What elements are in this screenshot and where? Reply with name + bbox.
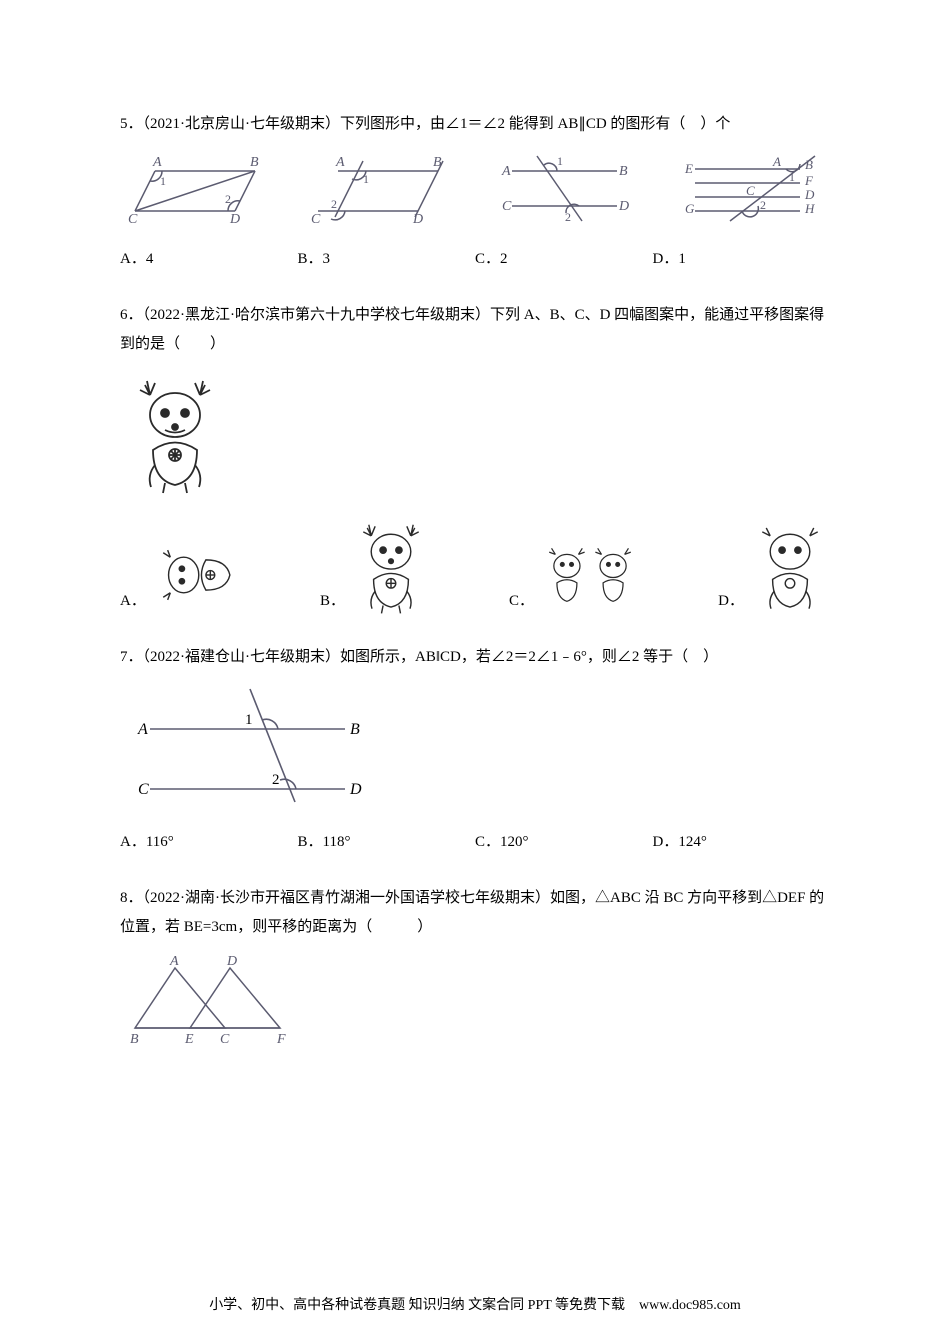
q6-choice-a-label: A． <box>120 587 146 616</box>
label-C: C <box>502 199 512 214</box>
q6-text: 6．（2022·黑龙江·哈尔滨市第六十九中学校七年级期末）下列 A、B、C、D … <box>120 301 830 358</box>
label-C: C <box>220 1032 230 1047</box>
q6-choice-b: B． <box>320 520 431 615</box>
label-B: B <box>350 721 360 738</box>
label-A: A <box>772 154 781 169</box>
q5-choice-c: C．2 <box>475 245 653 274</box>
label-A: A <box>137 721 148 738</box>
label-C: C <box>746 183 755 198</box>
q5-fig4: E A B F C D G H 1 2 <box>670 151 830 231</box>
label-C: C <box>311 212 321 227</box>
page-footer: 小学、初中、高中各种试卷真题 知识归纳 文案合同 PPT 等免费下载 www.d… <box>0 1294 950 1314</box>
q5-fig3: A B C D 1 2 <box>487 151 637 231</box>
q6-choice-d: D． <box>718 520 830 615</box>
q5-fig1: A B C D 1 2 <box>120 151 270 231</box>
label-E: E <box>684 161 693 176</box>
label-C: C <box>138 781 149 798</box>
q5-choice-a: A．4 <box>120 245 298 274</box>
label-E: E <box>184 1032 194 1047</box>
q5-fig2: A B C D 1 2 <box>303 151 453 231</box>
q7-choice-a: A．116° <box>120 828 298 857</box>
q7-text: 7．（2022·福建仓山·七年级期末）如图所示，AB‖CD，若∠2＝2∠1﹣6°… <box>120 643 830 672</box>
label-A: A <box>501 164 511 179</box>
label-A: A <box>335 155 345 170</box>
q7-choice-c: C．120° <box>475 828 653 857</box>
label-B: B <box>130 1032 139 1047</box>
label-A: A <box>152 155 162 170</box>
q6-choice-b-label: B． <box>320 587 345 616</box>
q7-choice-b: B．118° <box>298 828 476 857</box>
label-2: 2 <box>760 198 766 212</box>
q5-figures: A B C D 1 2 <box>120 151 830 231</box>
label-G: G <box>685 201 695 216</box>
label-F: F <box>276 1032 286 1047</box>
q6-choice-a: A． <box>120 535 242 615</box>
label-2: 2 <box>225 192 231 206</box>
label-D: D <box>412 212 423 227</box>
q5-choice-d: D．1 <box>653 245 831 274</box>
q8-text: 8．（2022·湖南·长沙市开福区青竹湖湘一外国语学校七年级期末）如图，△ABC… <box>120 884 830 941</box>
q6-choice-d-label: D． <box>718 587 744 616</box>
label-B: B <box>805 157 813 172</box>
q5-choice-b: B．3 <box>298 245 476 274</box>
q6-choice-c-label: C． <box>509 587 534 616</box>
label-C: C <box>128 212 138 227</box>
q5-choices: A．4 B．3 C．2 D．1 <box>120 245 830 274</box>
label-D: D <box>229 212 240 227</box>
q7-figure: A B C D 1 2 <box>120 684 830 814</box>
q5-text: 5．（2021·北京房山·七年级期末）下列图形中，由∠1＝∠2 能得到 AB∥C… <box>120 110 830 139</box>
label-A: A <box>169 954 179 969</box>
label-D: D <box>226 954 237 969</box>
label-1: 1 <box>557 154 563 168</box>
q7-choices: A．116° B．118° C．120° D．124° <box>120 828 830 857</box>
q6-choice-c: C． <box>509 540 640 615</box>
label-2: 2 <box>272 772 280 788</box>
label-2: 2 <box>331 197 337 211</box>
label-2: 2 <box>565 210 571 224</box>
q7-choice-d: D．124° <box>653 828 831 857</box>
label-D: D <box>618 199 629 214</box>
label-1: 1 <box>789 170 795 184</box>
q8-figure: A D B E C F <box>120 953 830 1048</box>
label-F: F <box>804 173 814 188</box>
label-D: D <box>804 187 815 202</box>
label-D: D <box>349 781 362 798</box>
label-1: 1 <box>363 172 369 186</box>
q6-choices-row: A． B． <box>120 520 830 615</box>
label-1: 1 <box>160 174 166 188</box>
label-H: H <box>804 201 815 216</box>
label-B: B <box>250 155 259 170</box>
label-1: 1 <box>245 712 253 728</box>
label-B: B <box>433 155 442 170</box>
q6-ref-figure <box>120 370 230 500</box>
label-B: B <box>619 164 628 179</box>
